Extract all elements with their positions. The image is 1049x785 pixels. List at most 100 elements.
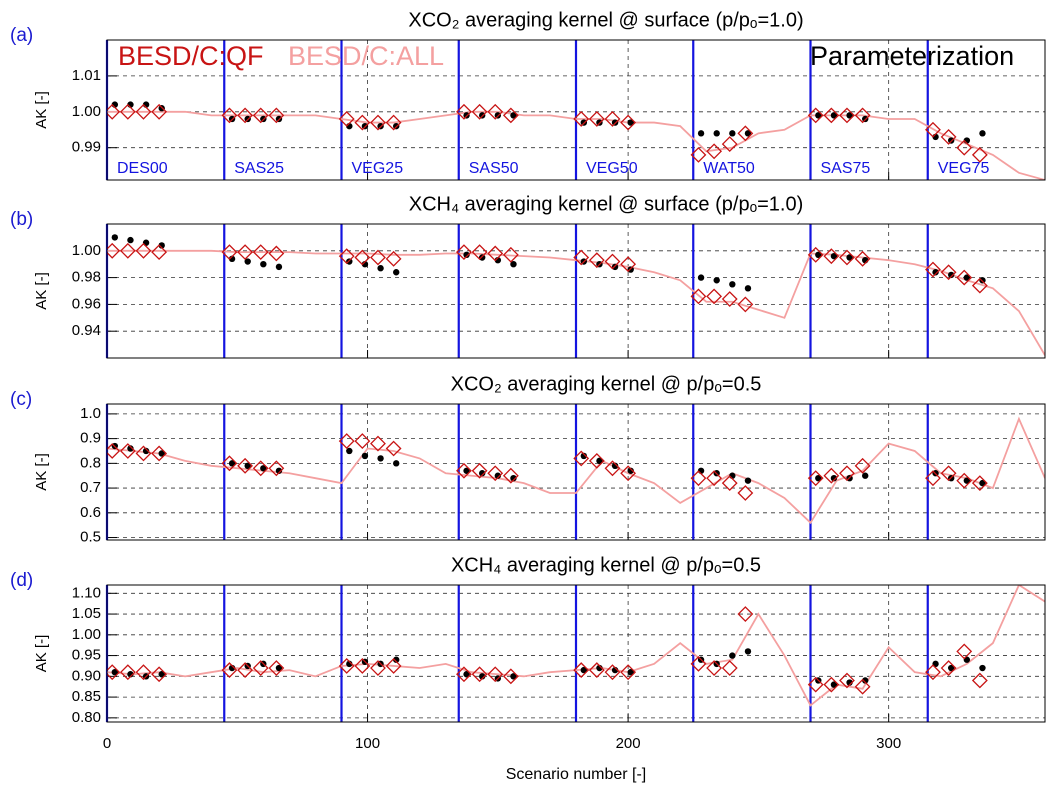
data-point: [221, 662, 238, 679]
data-point: [737, 485, 754, 501]
data-point: [721, 660, 738, 676]
data-point: [627, 266, 634, 273]
data-point: [744, 648, 752, 655]
y-tick-label: 1.0: [80, 405, 101, 422]
plot-frame: [106, 584, 1046, 723]
data-point: [377, 265, 384, 272]
data-point: [471, 462, 488, 479]
data-point: [370, 114, 386, 131]
data-point: [627, 467, 634, 474]
data-point: [221, 107, 238, 124]
data-point: [510, 474, 517, 482]
data-point: [706, 288, 723, 305]
data-point: [588, 662, 605, 679]
data-point: [385, 440, 402, 457]
y-tick-label: 0.85: [72, 688, 101, 705]
y-tick-label: 1.05: [72, 605, 101, 622]
data-point: [370, 660, 386, 676]
data-point: [456, 103, 472, 120]
data-point: [393, 269, 400, 276]
data-point: [393, 460, 400, 467]
series-group: [107, 416, 1045, 525]
series-group: [107, 585, 1045, 707]
data-point: [956, 269, 973, 286]
data-point: [948, 271, 955, 279]
data-point: [706, 470, 723, 487]
y-axis-label: AK [-]: [33, 453, 50, 491]
data-point: [221, 244, 238, 261]
data-point: [690, 470, 707, 487]
data-point: [502, 668, 519, 685]
data-point: [956, 139, 973, 156]
plot-frame: [106, 39, 1046, 181]
data-point: [135, 103, 152, 120]
scene-label: SAS75: [821, 160, 871, 177]
data-point: [494, 472, 502, 479]
data-point: [846, 112, 853, 119]
y-tick-label: 0.8: [80, 454, 101, 471]
data-point: [690, 288, 707, 305]
data-point: [620, 664, 637, 681]
data-point: [385, 114, 402, 131]
data-point: [690, 655, 707, 672]
data-point: [620, 256, 637, 273]
y-tick-label: 1.10: [72, 584, 101, 601]
data-point: [596, 457, 603, 465]
data-point: [737, 125, 754, 142]
data-point: [456, 244, 472, 261]
data-point: [338, 658, 355, 674]
data-point: [807, 246, 824, 263]
data-point: [151, 445, 168, 462]
data-point: [510, 112, 517, 119]
y-tick-label: 0.9: [80, 430, 101, 447]
data-point: [744, 130, 752, 137]
data-point: [385, 658, 402, 674]
data-point: [971, 146, 988, 163]
data-point: [815, 251, 822, 259]
data-point: [588, 452, 605, 469]
data-point: [737, 296, 754, 313]
y-tick-label: 0.7: [80, 479, 101, 496]
legend-entry: Parameterization: [810, 41, 1014, 71]
data-point: [604, 664, 621, 681]
data-point: [502, 246, 519, 263]
scene-label: WAT50: [703, 160, 755, 177]
data-point: [119, 664, 136, 681]
data-point: [221, 455, 238, 472]
plot-frame: [106, 223, 1046, 359]
data-point: [237, 244, 254, 261]
data-point: [971, 475, 988, 492]
data-point: [471, 244, 488, 261]
data-point: [854, 457, 871, 474]
data-point: [119, 103, 136, 120]
series-line: [107, 110, 1045, 180]
data-point: [830, 681, 838, 688]
data-point: [713, 130, 720, 137]
x-axis-label: Scenario number [-]: [506, 766, 647, 783]
data-point: [956, 472, 973, 489]
y-tick-label: 0.99: [72, 139, 101, 156]
data-point: [237, 457, 254, 474]
data-point: [729, 130, 736, 137]
data-point: [151, 244, 168, 261]
data-point: [502, 467, 519, 484]
series-group: [107, 101, 1045, 180]
data-point: [252, 244, 269, 261]
panel-title: XCO₂ averaging kernel @ surface (p/pₒ=1.…: [408, 9, 803, 31]
y-axis-label: AK [-]: [33, 91, 50, 129]
data-point: [604, 253, 621, 270]
data-point: [979, 277, 986, 284]
panel-label: (a): [10, 25, 33, 46]
panel-title: XCO₂ averaging kernel @ p/pₒ=0.5: [451, 373, 762, 395]
data-point: [338, 111, 355, 127]
data-point: [963, 274, 971, 281]
data-point: [862, 677, 869, 684]
y-tick-label: 1.01: [72, 67, 101, 84]
data-point: [604, 460, 621, 477]
data-point: [237, 107, 254, 124]
data-point: [252, 460, 269, 477]
legend-entry: BESD/C:ALL: [288, 41, 444, 71]
data-point: [377, 455, 384, 462]
data-point: [354, 249, 371, 266]
data-point: [275, 467, 283, 474]
